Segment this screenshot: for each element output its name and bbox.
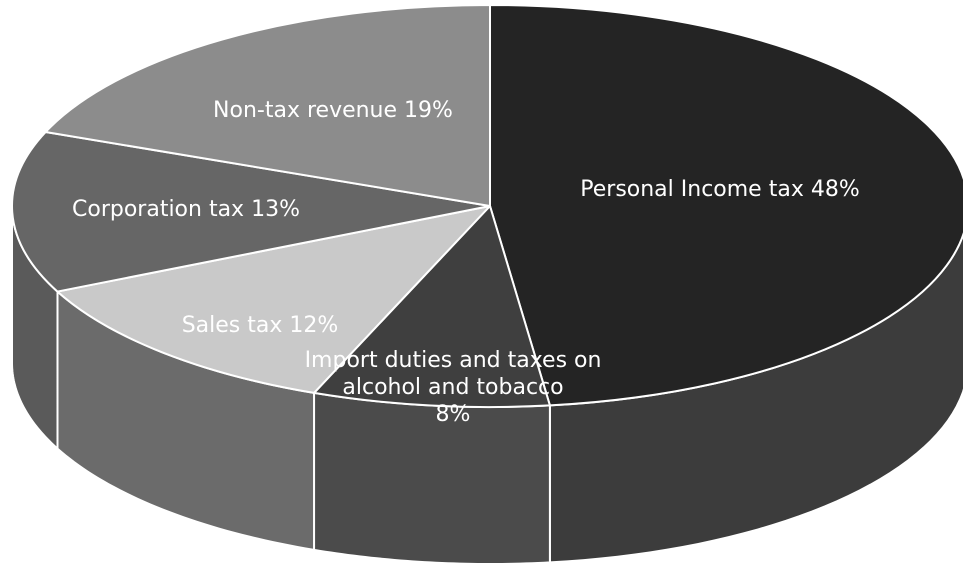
pie-slice-0 (489, 4, 963, 407)
pie-slice-label-2: Sales tax 12% (182, 313, 339, 338)
pie-slice-2 (56, 205, 491, 394)
pie-slice-3 (11, 131, 491, 293)
pie-slice-4 (44, 4, 491, 207)
pie-slice-label-1: Import duties and taxes on alcohol and to… (305, 348, 602, 427)
pie-slice-label-3: Corporation tax 13% (72, 197, 300, 222)
pie-slice-side-1 (313, 391, 551, 565)
pie-sides (11, 205, 963, 565)
pie-slice-label-0: Personal Income tax 48% (580, 177, 859, 202)
pie-slices (11, 4, 963, 408)
pie-slice-label-4: Non-tax revenue 19% (213, 98, 453, 123)
pie-slice-1 (313, 205, 551, 408)
pie-labels: Personal Income tax 48% Import duties and… (72, 98, 860, 427)
